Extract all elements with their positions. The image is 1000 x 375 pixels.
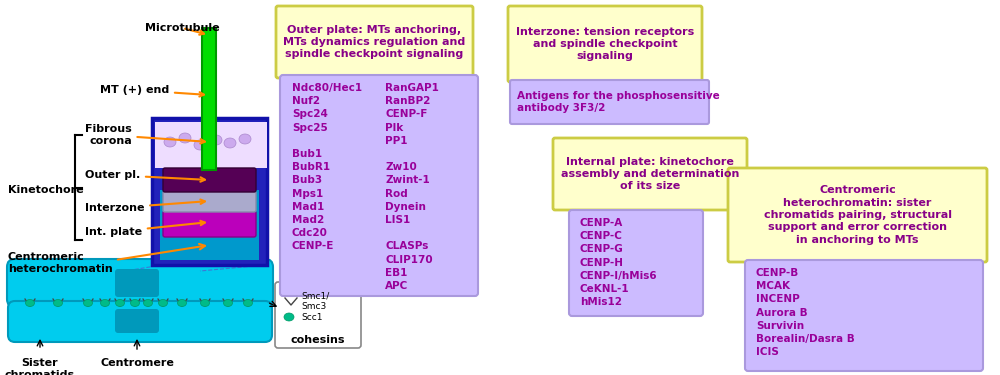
Ellipse shape bbox=[179, 133, 191, 143]
Ellipse shape bbox=[284, 313, 294, 321]
FancyBboxPatch shape bbox=[8, 301, 272, 342]
Text: Antigens for the phosphosensitive
antibody 3F3/2: Antigens for the phosphosensitive antibo… bbox=[517, 91, 720, 113]
Ellipse shape bbox=[54, 300, 62, 306]
Ellipse shape bbox=[158, 300, 168, 306]
Ellipse shape bbox=[224, 300, 232, 306]
FancyBboxPatch shape bbox=[163, 191, 256, 212]
Ellipse shape bbox=[239, 134, 251, 144]
Ellipse shape bbox=[26, 300, 34, 306]
Text: Smc1/
Smc3: Smc1/ Smc3 bbox=[301, 291, 329, 311]
Text: MT (+) end: MT (+) end bbox=[100, 85, 204, 97]
FancyBboxPatch shape bbox=[745, 260, 983, 371]
Text: cohesins: cohesins bbox=[291, 335, 345, 345]
Ellipse shape bbox=[164, 137, 176, 147]
FancyBboxPatch shape bbox=[275, 282, 361, 348]
Ellipse shape bbox=[130, 300, 140, 306]
FancyBboxPatch shape bbox=[155, 122, 267, 168]
FancyBboxPatch shape bbox=[115, 309, 159, 333]
FancyBboxPatch shape bbox=[728, 168, 987, 262]
Ellipse shape bbox=[210, 135, 222, 145]
Text: Centromere: Centromere bbox=[100, 358, 174, 368]
FancyBboxPatch shape bbox=[202, 28, 216, 170]
Text: Centromeric
heterochromatin: Centromeric heterochromatin bbox=[8, 252, 113, 274]
FancyBboxPatch shape bbox=[166, 191, 253, 225]
FancyBboxPatch shape bbox=[276, 6, 473, 78]
FancyBboxPatch shape bbox=[152, 118, 267, 265]
FancyBboxPatch shape bbox=[569, 210, 703, 316]
Text: RanGAP1
RanBP2
CENP-F
Plk
PP1

Zw10
Zwint-1
Rod
Dynein
LIS1

CLASPs
CLIP170
EB1
: RanGAP1 RanBP2 CENP-F Plk PP1 Zw10 Zwint… bbox=[385, 83, 439, 291]
Ellipse shape bbox=[84, 300, 92, 306]
Ellipse shape bbox=[100, 300, 110, 306]
Text: Interzone: Interzone bbox=[85, 200, 205, 213]
Text: Outer plate: MTs anchoring,
MTs dynamics regulation and
spindle checkpoint signa: Outer plate: MTs anchoring, MTs dynamics… bbox=[283, 25, 466, 59]
Text: Fibrous
corona: Fibrous corona bbox=[85, 124, 205, 146]
Text: CENP-A
CENP-C
CENP-G
CENP-H
CENP-I/hMis6
CeKNL-1
hMis12: CENP-A CENP-C CENP-G CENP-H CENP-I/hMis6… bbox=[580, 218, 658, 307]
FancyBboxPatch shape bbox=[115, 269, 159, 297]
FancyBboxPatch shape bbox=[508, 6, 702, 82]
Text: Microtubule: Microtubule bbox=[145, 23, 220, 35]
Text: Centromeric
heterochromatin: sister
chromatids pairing, structural
support and e: Centromeric heterochromatin: sister chro… bbox=[764, 185, 952, 245]
FancyBboxPatch shape bbox=[7, 259, 273, 307]
Ellipse shape bbox=[224, 138, 236, 148]
Text: Internal plate: kinetochore
assembly and determination
of its size: Internal plate: kinetochore assembly and… bbox=[561, 157, 739, 191]
Text: Ndc80/Hec1
Nuf2
Spc24
Spc25

Bub1
BubR1
Bub3
Mps1
Mad1
Mad2
Cdc20
CENP-E: Ndc80/Hec1 Nuf2 Spc24 Spc25 Bub1 BubR1 B… bbox=[292, 83, 362, 251]
FancyBboxPatch shape bbox=[510, 80, 709, 124]
Ellipse shape bbox=[244, 300, 252, 306]
FancyBboxPatch shape bbox=[553, 138, 747, 210]
Text: Int. plate: Int. plate bbox=[85, 221, 205, 237]
Ellipse shape bbox=[144, 300, 152, 306]
Text: Sister
chromatids: Sister chromatids bbox=[5, 358, 75, 375]
Ellipse shape bbox=[116, 300, 124, 306]
Ellipse shape bbox=[200, 300, 210, 306]
Text: CENP-B
MCAK
INCENP
Aurora B
Survivin
Borealin/Dasra B
ICIS: CENP-B MCAK INCENP Aurora B Survivin Bor… bbox=[756, 268, 855, 357]
FancyBboxPatch shape bbox=[160, 190, 259, 260]
Ellipse shape bbox=[194, 140, 206, 150]
Text: Scc1: Scc1 bbox=[301, 312, 322, 321]
Ellipse shape bbox=[178, 300, 186, 306]
Text: Kinetochore: Kinetochore bbox=[8, 185, 84, 195]
FancyBboxPatch shape bbox=[163, 168, 256, 192]
FancyBboxPatch shape bbox=[163, 211, 256, 237]
Text: Interzone: tension receptors
and spindle checkpoint
signaling: Interzone: tension receptors and spindle… bbox=[516, 27, 694, 62]
Text: Outer pl.: Outer pl. bbox=[85, 170, 205, 182]
FancyBboxPatch shape bbox=[280, 75, 478, 296]
